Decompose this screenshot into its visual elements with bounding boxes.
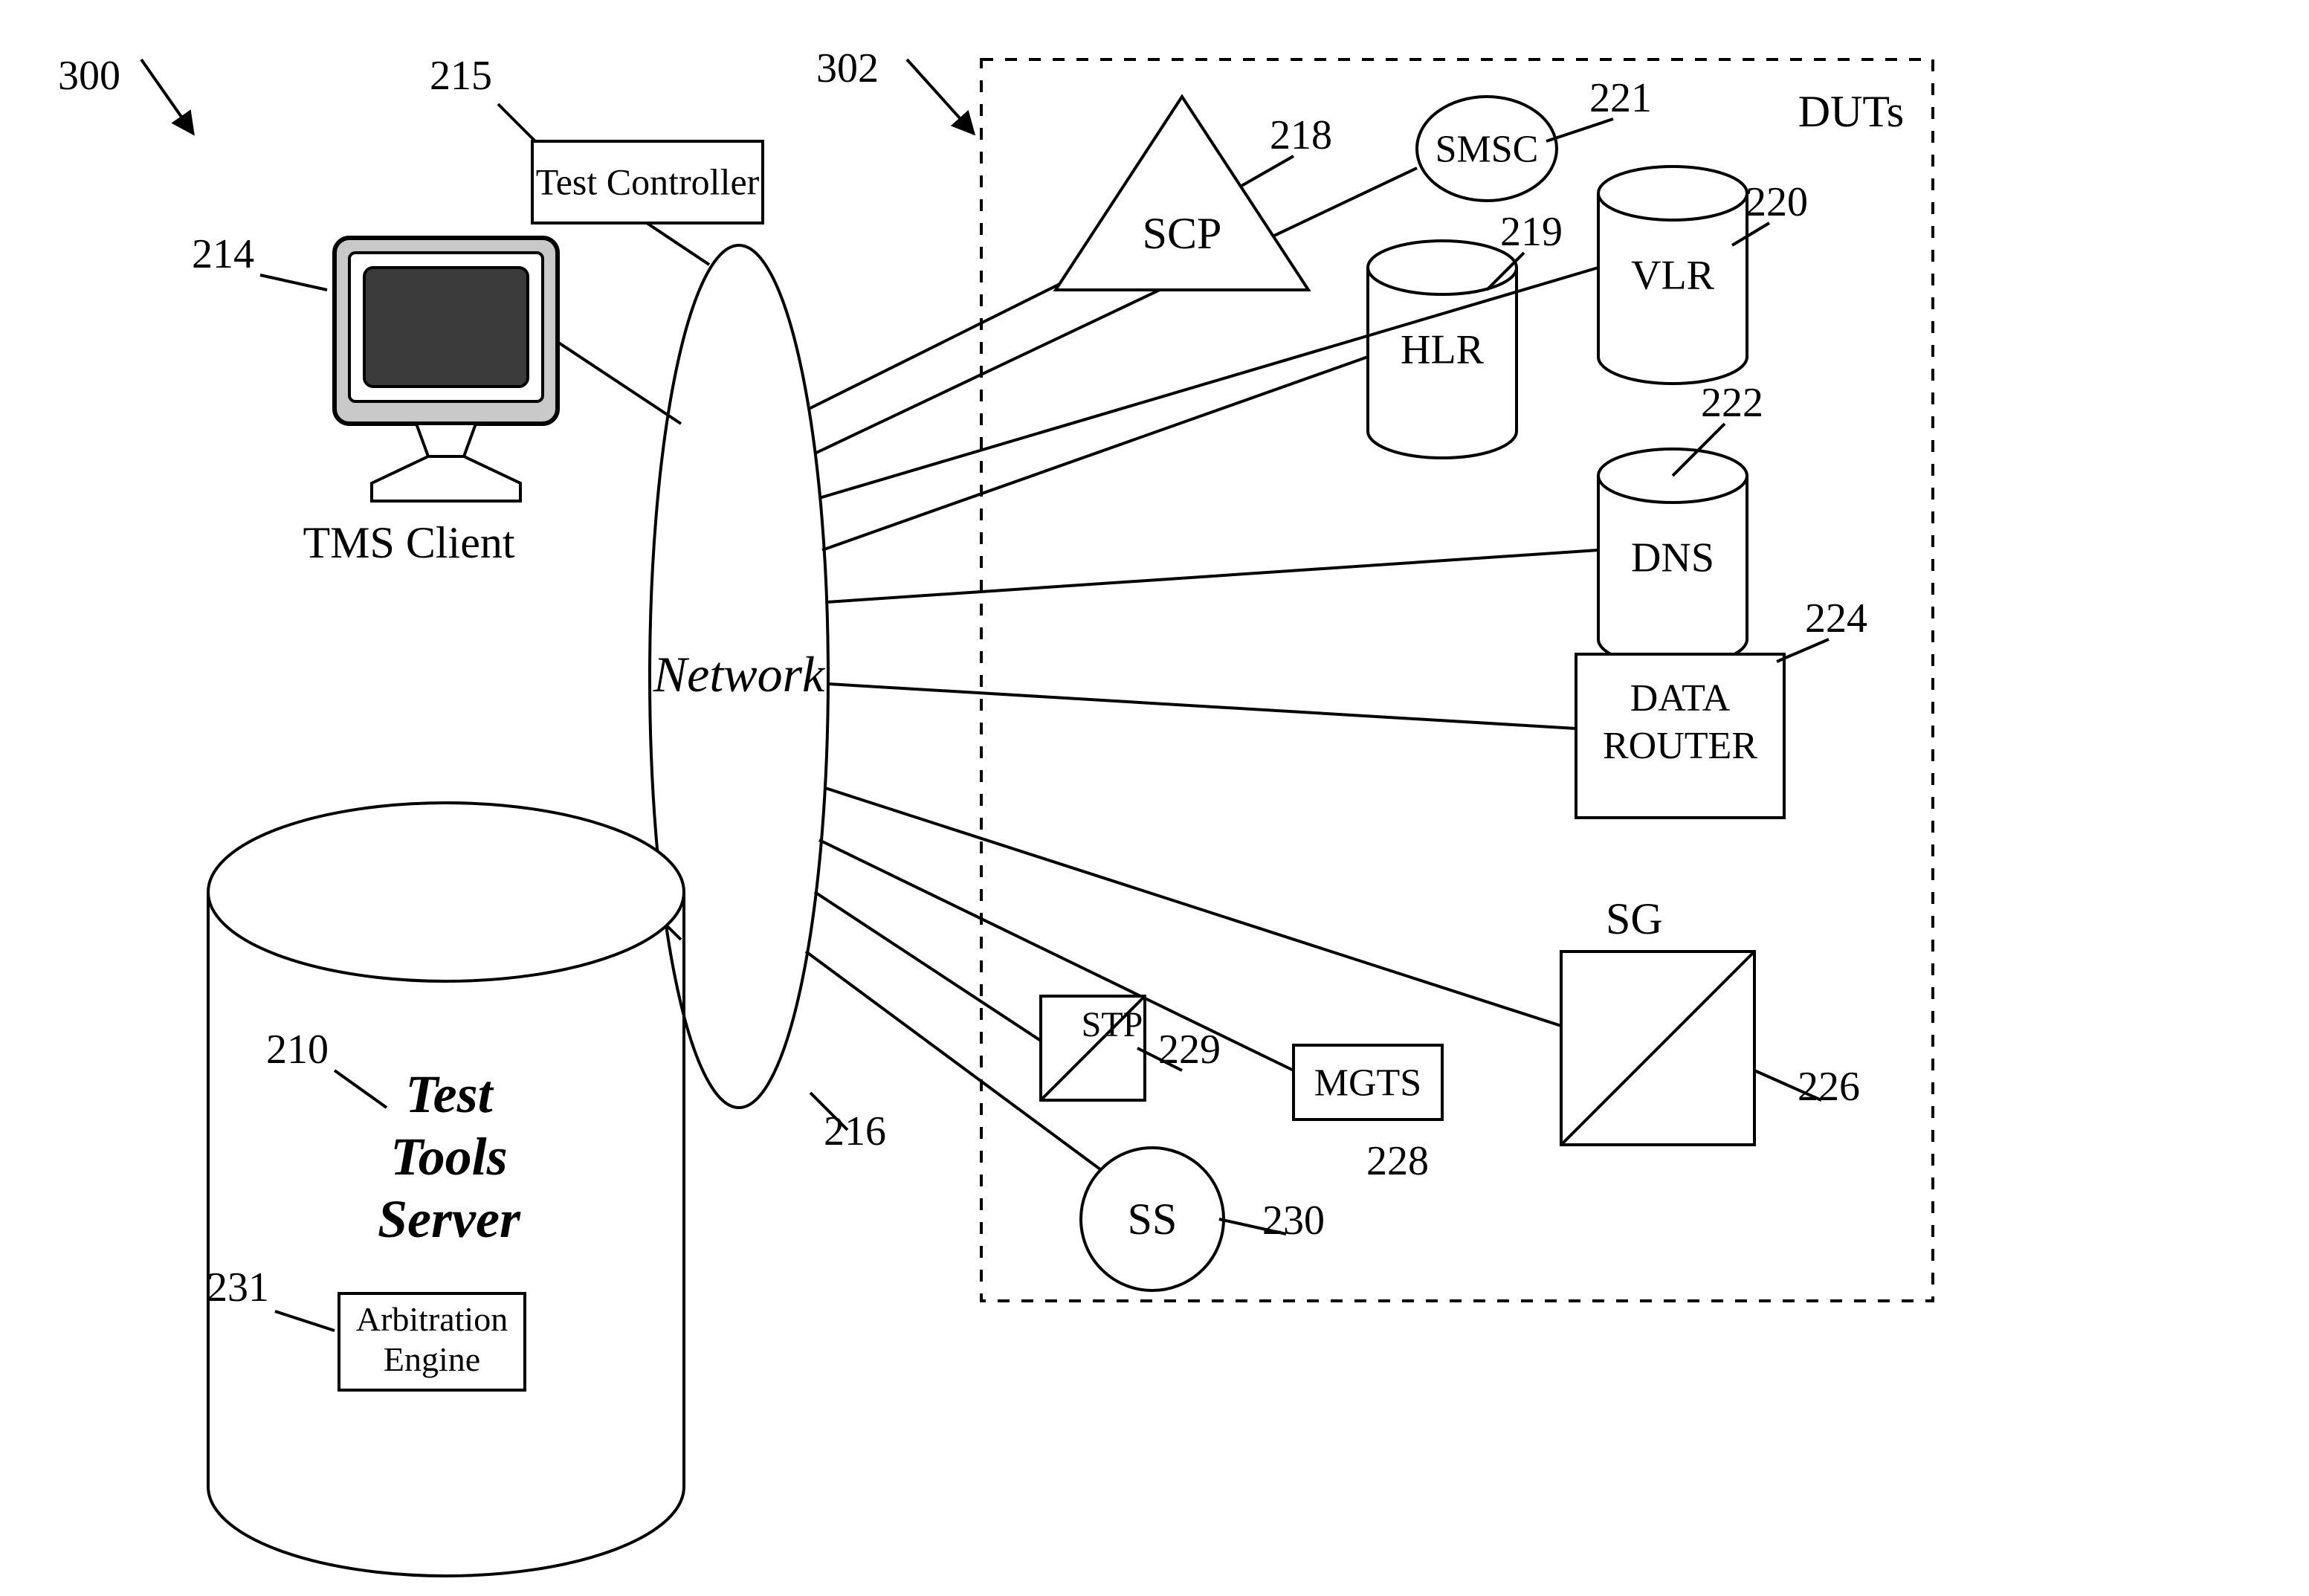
svg-text:302: 302 (816, 45, 879, 91)
svg-text:219: 219 (1500, 209, 1563, 255)
svg-text:216: 216 (824, 1108, 886, 1154)
svg-text:Engine: Engine (384, 1340, 480, 1378)
svg-text:SMSC: SMSC (1436, 128, 1539, 170)
svg-text:Server: Server (378, 1189, 521, 1249)
svg-text:SS: SS (1128, 1195, 1178, 1244)
svg-text:DNS: DNS (1631, 535, 1714, 581)
svg-text:SG: SG (1606, 894, 1663, 943)
svg-text:221: 221 (1589, 75, 1652, 121)
svg-text:MGTS: MGTS (1314, 1062, 1421, 1104)
svg-text:SCP: SCP (1143, 209, 1222, 258)
svg-text:VLR: VLR (1631, 253, 1715, 299)
svg-text:218: 218 (1270, 112, 1332, 158)
svg-text:224: 224 (1805, 595, 1867, 642)
svg-text:231: 231 (207, 1264, 269, 1311)
svg-text:222: 222 (1701, 380, 1763, 426)
svg-text:Test Controller: Test Controller (536, 161, 760, 203)
svg-text:226: 226 (1798, 1064, 1860, 1110)
svg-text:220: 220 (1746, 179, 1808, 225)
svg-text:228: 228 (1366, 1138, 1429, 1184)
svg-text:DUTs: DUTs (1798, 87, 1904, 136)
svg-text:STP: STP (1082, 1005, 1143, 1044)
svg-text:215: 215 (430, 53, 492, 99)
svg-text:TMS Client: TMS Client (303, 518, 514, 567)
svg-text:230: 230 (1262, 1198, 1325, 1244)
svg-text:210: 210 (266, 1027, 329, 1073)
svg-text:ROUTER: ROUTER (1603, 725, 1757, 767)
svg-text:Arbitration: Arbitration (356, 1300, 508, 1338)
svg-text:DATA: DATA (1630, 677, 1731, 720)
svg-text:229: 229 (1158, 1027, 1221, 1073)
svg-text:300: 300 (58, 53, 120, 99)
svg-text:HLR: HLR (1401, 327, 1485, 373)
svg-text:Test: Test (405, 1064, 494, 1124)
svg-text:Tools: Tools (390, 1127, 507, 1186)
svg-text:214: 214 (192, 231, 254, 277)
svg-text:Network: Network (653, 646, 826, 702)
